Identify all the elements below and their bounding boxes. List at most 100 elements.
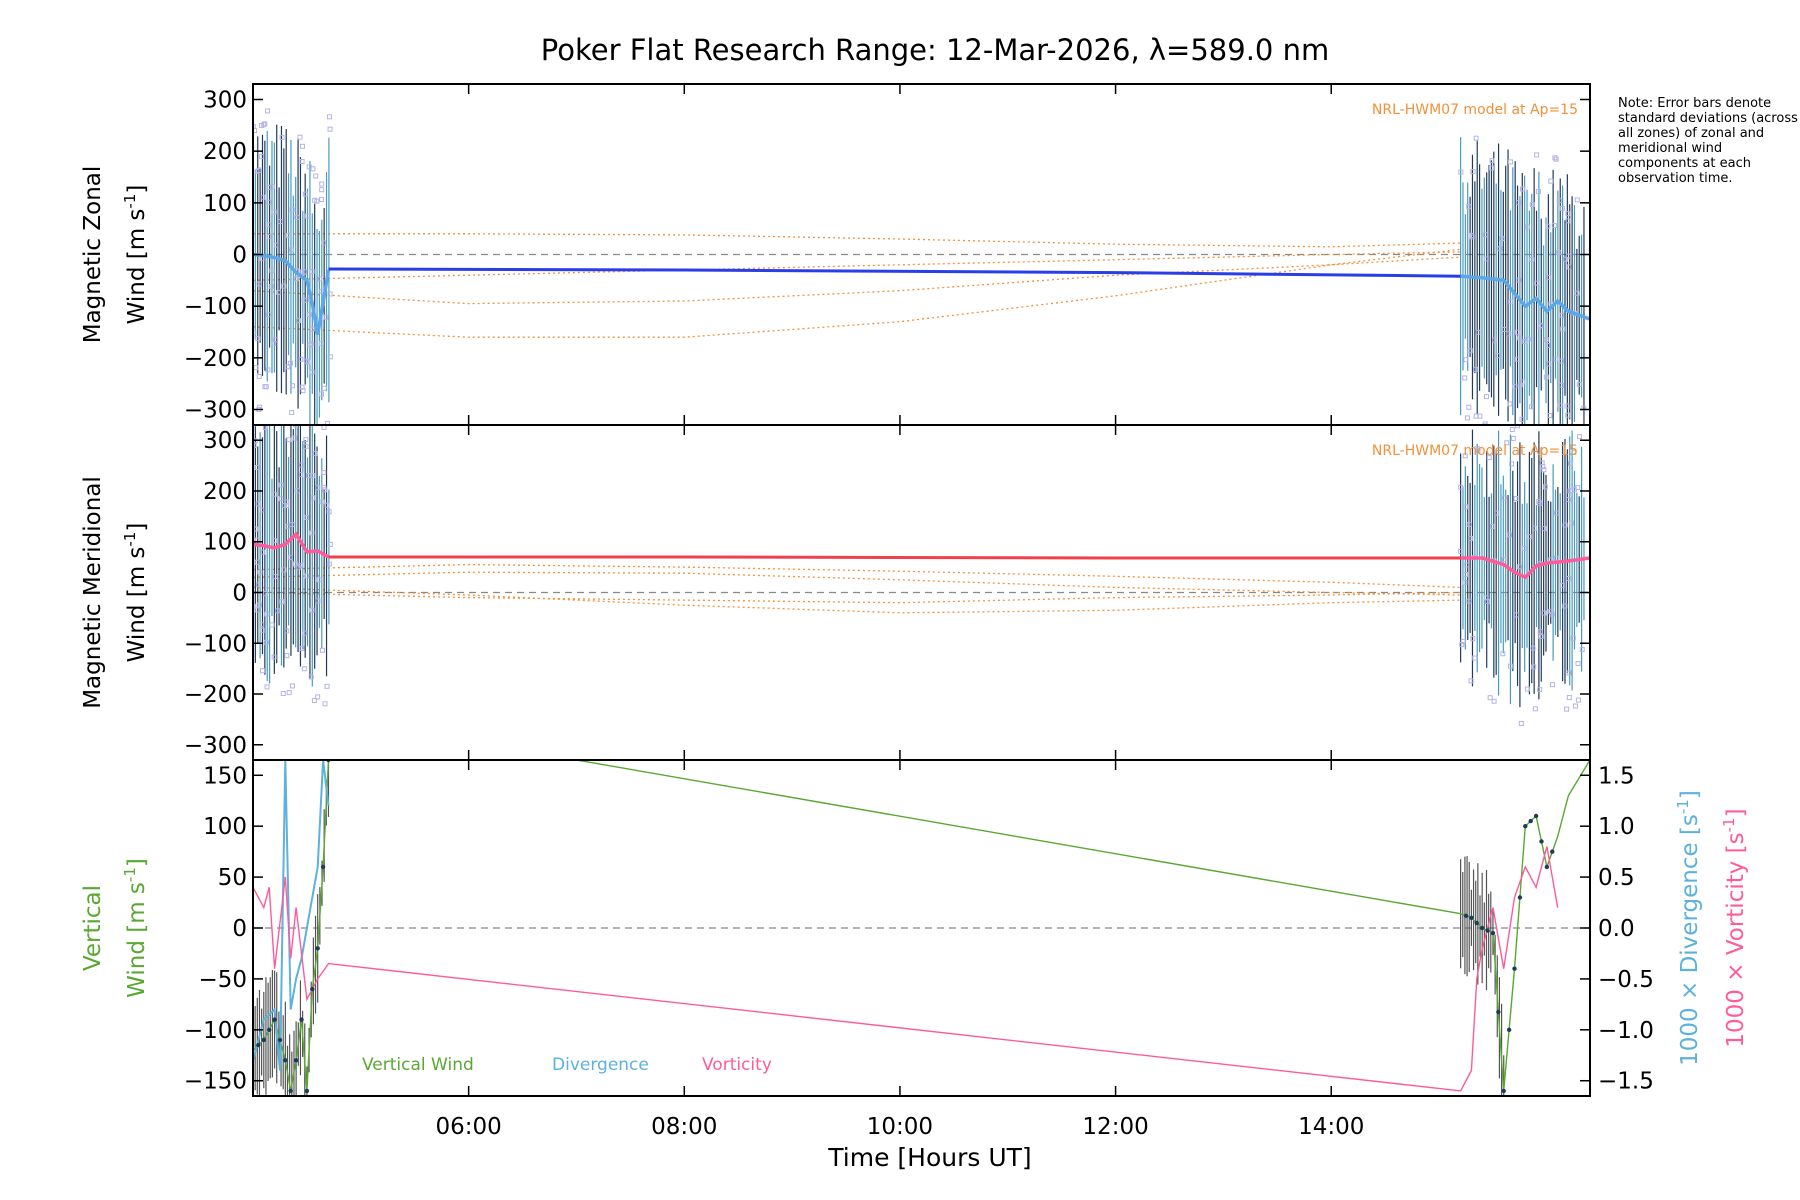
zone-sample — [319, 187, 325, 193]
vertical-point — [299, 1017, 304, 1022]
zone-sample — [1458, 169, 1464, 175]
zone-sample — [286, 690, 292, 696]
zone-sample — [286, 437, 292, 443]
zone-sample — [1466, 598, 1472, 604]
zone-sample — [327, 541, 333, 547]
model-label: NRL-HWM07 model at Ap=15 — [1372, 102, 1578, 118]
zone-sample — [1506, 331, 1512, 337]
zone-sample — [1516, 200, 1522, 206]
zone-sample — [253, 442, 257, 448]
vertical-point — [315, 946, 320, 951]
zone-sample — [1475, 329, 1481, 335]
zone-sample — [271, 209, 277, 215]
vertical-point — [272, 1017, 277, 1022]
zone-sample — [309, 530, 315, 536]
zone-sample — [326, 509, 332, 515]
zone-sample — [1520, 379, 1526, 385]
zone-sample — [260, 194, 266, 200]
zone-sample — [308, 674, 314, 680]
zonal-wind-panel: NRL-HWM07 model at Ap=15 −300 −200 −100 0 100… — [80, 83, 1591, 426]
zone-sample — [259, 153, 265, 159]
zone-sample — [1462, 579, 1468, 585]
vertical-point — [288, 1088, 293, 1094]
zone-sample — [1473, 135, 1479, 141]
zone-sample — [1500, 651, 1506, 657]
zone-sample — [1532, 706, 1538, 712]
zone-sample — [1462, 453, 1468, 459]
zone-sample — [264, 684, 270, 690]
zone-sample — [1530, 645, 1536, 651]
meridional-wind-panel: NRL-HWM07 model at Ap=15 −300 −200 −100 0 100… — [80, 416, 1591, 761]
zone-sample — [1565, 218, 1571, 224]
x-axis-label: Time [Hours UT] — [827, 1143, 1031, 1172]
zone-sample — [316, 577, 322, 583]
vertical-point — [1533, 813, 1539, 819]
zone-sample — [1507, 663, 1513, 669]
zone-sample — [289, 683, 295, 689]
wind-series-1 — [253, 252, 331, 335]
zone-sample — [301, 666, 307, 672]
zone-sample — [1463, 504, 1469, 510]
panel-frame — [252, 424, 1591, 761]
y-tick-label: −300 — [184, 398, 247, 424]
zone-sample — [1524, 686, 1530, 692]
zone-sample — [1522, 339, 1528, 345]
zone-sample — [1470, 169, 1476, 175]
zone-sample — [293, 425, 299, 428]
zone-sample — [314, 198, 320, 204]
zone-sample — [294, 417, 298, 421]
y-tick-label: 100 — [203, 814, 247, 840]
zone-sample — [1556, 250, 1562, 256]
zone-sample — [1499, 236, 1505, 242]
vertical-point — [1517, 895, 1523, 900]
vertical-wind-panel: Vertical Wind Divergence Vorticity −1.5 −1.0… — [80, 759, 1749, 1097]
zone-sample — [321, 470, 327, 476]
y-tick-label: 0 — [232, 243, 247, 269]
zone-sample — [285, 523, 291, 529]
time-axis: Time [Hours UT] 06:00 08:00 10:00 12:00 14:0… — [435, 1114, 1364, 1172]
y-axis-label-line1: Vertical — [80, 885, 106, 971]
zone-sample — [1489, 158, 1495, 164]
zone-sample — [289, 410, 295, 416]
zone-sample — [303, 437, 309, 443]
zone-sample — [1475, 448, 1481, 454]
zone-sample — [1492, 337, 1498, 343]
zone-sample — [300, 388, 306, 394]
y-tick-label: 0 — [232, 581, 247, 607]
zone-sample — [1558, 358, 1564, 364]
zone-sample — [1544, 419, 1548, 423]
zone-sample — [1556, 198, 1562, 204]
zone-sample — [287, 554, 293, 560]
zone-sample — [309, 341, 315, 347]
error-bar-note: Note: Error bars denote standard deviati… — [1618, 96, 1798, 186]
zone-sample — [255, 501, 261, 507]
model-curve-1 — [253, 233, 1461, 248]
zone-sample — [1462, 571, 1468, 577]
vertical-point — [256, 1042, 261, 1048]
y-tick-label: −100 — [184, 294, 247, 320]
zone-sample — [1572, 703, 1578, 709]
zone-sample — [284, 628, 290, 634]
zone-sample — [1544, 342, 1550, 348]
zone-sample — [327, 354, 333, 360]
zone-sample — [299, 143, 305, 149]
zone-sample — [315, 694, 321, 700]
zone-sample — [1501, 557, 1507, 563]
zone-sample — [301, 269, 307, 275]
zone-sample — [321, 416, 325, 420]
zone-sample — [1576, 697, 1582, 703]
zone-sample — [1548, 178, 1554, 184]
zone-sample — [254, 607, 260, 613]
zone-sample — [1483, 394, 1489, 400]
zone-sample — [1568, 488, 1574, 494]
zone-sample — [302, 191, 308, 197]
zone-sample — [1469, 232, 1475, 238]
zone-sample — [266, 234, 272, 240]
zone-sample — [1521, 545, 1527, 551]
divergence-line — [253, 760, 330, 1071]
zone-sample — [287, 360, 293, 366]
zone-sample — [255, 336, 261, 342]
zone-sample — [303, 358, 309, 364]
zone-sample — [296, 564, 302, 570]
zone-sample — [264, 611, 270, 617]
